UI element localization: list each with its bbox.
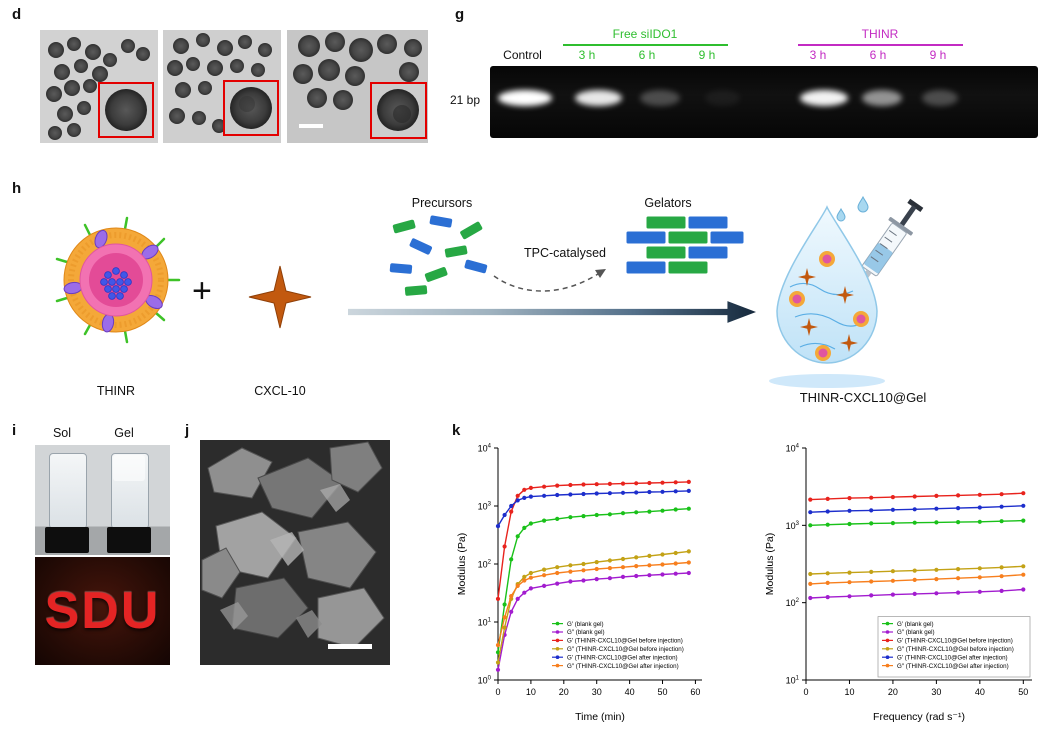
svg-text:G″ (THINR-CXCL10@Gel before in: G″ (THINR-CXCL10@Gel before injection) (567, 646, 684, 653)
tpc-dashed-arrow (493, 269, 606, 292)
svg-text:G″ (THINR-CXCL10@Gel before in: G″ (THINR-CXCL10@Gel before injection) (897, 646, 1014, 653)
svg-text:20: 20 (559, 687, 569, 697)
svg-text:20: 20 (888, 687, 898, 697)
gelators-illustration (625, 215, 745, 275)
svg-text:10: 10 (526, 687, 536, 697)
svg-text:30: 30 (592, 687, 602, 697)
svg-text:40: 40 (975, 687, 985, 697)
syringe-icon (849, 198, 924, 299)
svg-text:60: 60 (690, 687, 700, 697)
gel-timepoint: 3 h (809, 48, 827, 62)
svg-text:G′ (blank gel): G′ (blank gel) (897, 621, 934, 628)
gel-vial (107, 449, 151, 553)
gel-band-free-6h (640, 90, 680, 106)
sem-image (200, 440, 390, 665)
sol-label: Sol (52, 426, 72, 440)
gel-band-thinr-9h (922, 90, 958, 106)
svg-text:50: 50 (1018, 687, 1028, 697)
gel-group-free-siido1: Free siIDO1 (612, 27, 678, 41)
svg-text:50: 50 (658, 687, 668, 697)
gel-timepoint: 6 h (638, 48, 656, 62)
gel-timepoint: 3 h (578, 48, 596, 62)
svg-text:102: 102 (478, 560, 492, 570)
sem-scale-bar (328, 644, 372, 649)
thinr-particles-in-gel (789, 251, 869, 361)
gelators-label: Gelators (644, 196, 692, 210)
svg-text:101: 101 (786, 676, 800, 686)
gel-timepoint: 9 h (698, 48, 716, 62)
cxcl10-star-icon (248, 265, 312, 329)
sdu-text: SDU (44, 582, 161, 640)
svg-text:G″ (blank gel): G″ (blank gel) (567, 629, 605, 636)
gel-timepoint: 6 h (869, 48, 887, 62)
svg-text:30: 30 (931, 687, 941, 697)
precursors-illustration (389, 215, 488, 296)
gel-timepoint: 9 h (929, 48, 947, 62)
svg-text:101: 101 (478, 618, 492, 628)
gel-band-thinr-3h (800, 90, 848, 106)
panel-label-d: d (12, 6, 22, 23)
svg-text:104: 104 (478, 444, 492, 454)
panel-label-i: i (12, 422, 17, 439)
rheology-time-sweep-chart: 100 101 102 103 104 0 10 20 30 40 50 60 Time (min) Mo… (456, 444, 702, 723)
vial-photo (35, 445, 170, 555)
panel-label-k: k (452, 422, 461, 439)
tem-image-3 (287, 30, 428, 143)
svg-text:G′ (THINR-CXCL10@Gel after inj: G′ (THINR-CXCL10@Gel after injection) (567, 654, 678, 661)
panel-label-h: h (12, 180, 22, 197)
tem-inset-1 (98, 82, 154, 138)
gel-group-thinr: THINR (861, 27, 899, 41)
svg-text:G″ (THINR-CXCL10@Gel after inj: G″ (THINR-CXCL10@Gel after injection) (897, 663, 1009, 670)
gel-lane-control: Control (503, 48, 542, 62)
svg-text:103: 103 (786, 521, 800, 531)
svg-text:G′ (blank gel): G′ (blank gel) (567, 621, 604, 628)
thinr-label: THINR (96, 384, 136, 398)
svg-text:G″ (blank gel): G″ (blank gel) (897, 629, 935, 636)
svg-text:0: 0 (495, 687, 500, 697)
svg-text:103: 103 (478, 502, 492, 512)
sdu-gel-letters-photo: SDU (35, 557, 170, 665)
scale-bar (299, 124, 323, 128)
panel-label-g: g (455, 6, 465, 23)
gel-band-control (498, 90, 552, 106)
cxcl10-stars-in-gel (798, 268, 858, 352)
gel-group-underline-1 (563, 44, 728, 46)
gel-size-label: 21 bp (450, 93, 481, 107)
svg-text:G′ (THINR-CXCL10@Gel before in: G′ (THINR-CXCL10@Gel before injection) (897, 638, 1013, 645)
tpc-catalysed-label: TPC-catalysed (524, 246, 606, 260)
svg-text:G″ (THINR-CXCL10@Gel after inj: G″ (THINR-CXCL10@Gel after injection) (567, 663, 679, 670)
svg-text:G′ (THINR-CXCL10@Gel before in: G′ (THINR-CXCL10@Gel before injection) (567, 638, 683, 645)
svg-text:G′ (THINR-CXCL10@Gel after inj: G′ (THINR-CXCL10@Gel after injection) (897, 654, 1008, 661)
sol-vial (45, 449, 89, 553)
svg-text:Modulus (Pa): Modulus (Pa) (456, 533, 468, 595)
panel-label-j: j (185, 422, 190, 439)
svg-text:40: 40 (625, 687, 635, 697)
gel-label: Gel (114, 426, 134, 440)
plus-sign: + (192, 272, 212, 310)
svg-text:104: 104 (786, 444, 800, 454)
product-label: THINR-CXCL10@Gel (799, 390, 927, 405)
thinr-nanoparticle-illustration (55, 216, 181, 344)
svg-text:Modulus (Pa): Modulus (Pa) (764, 533, 776, 595)
rheology-frequency-sweep-chart: 101 102 103 104 0 10 20 30 40 50 Frequency (rad s⁻… (764, 444, 1032, 723)
tem-image-2 (163, 30, 281, 143)
svg-text:102: 102 (786, 598, 800, 608)
gel-band-free-3h (575, 90, 622, 106)
gel-band-thinr-6h (862, 90, 902, 106)
precursors-label: Precursors (411, 196, 473, 210)
svg-text:0: 0 (803, 687, 808, 697)
gel-electrophoresis-image (490, 66, 1038, 138)
svg-text:10: 10 (844, 687, 854, 697)
tem-inset-2 (223, 80, 279, 136)
svg-text:100: 100 (478, 676, 492, 686)
tem-inset-3 (370, 82, 427, 139)
cxcl10-label: CXCL-10 (254, 384, 306, 398)
gel-group-underline-2 (798, 44, 963, 46)
svg-text:Time (min): Time (min) (575, 711, 625, 723)
gel-band-free-9h (705, 90, 740, 106)
tem-image-1 (40, 30, 158, 143)
svg-text:Frequency (rad s⁻¹): Frequency (rad s⁻¹) (873, 711, 965, 723)
hydrogel-droplet-illustration (769, 195, 924, 388)
